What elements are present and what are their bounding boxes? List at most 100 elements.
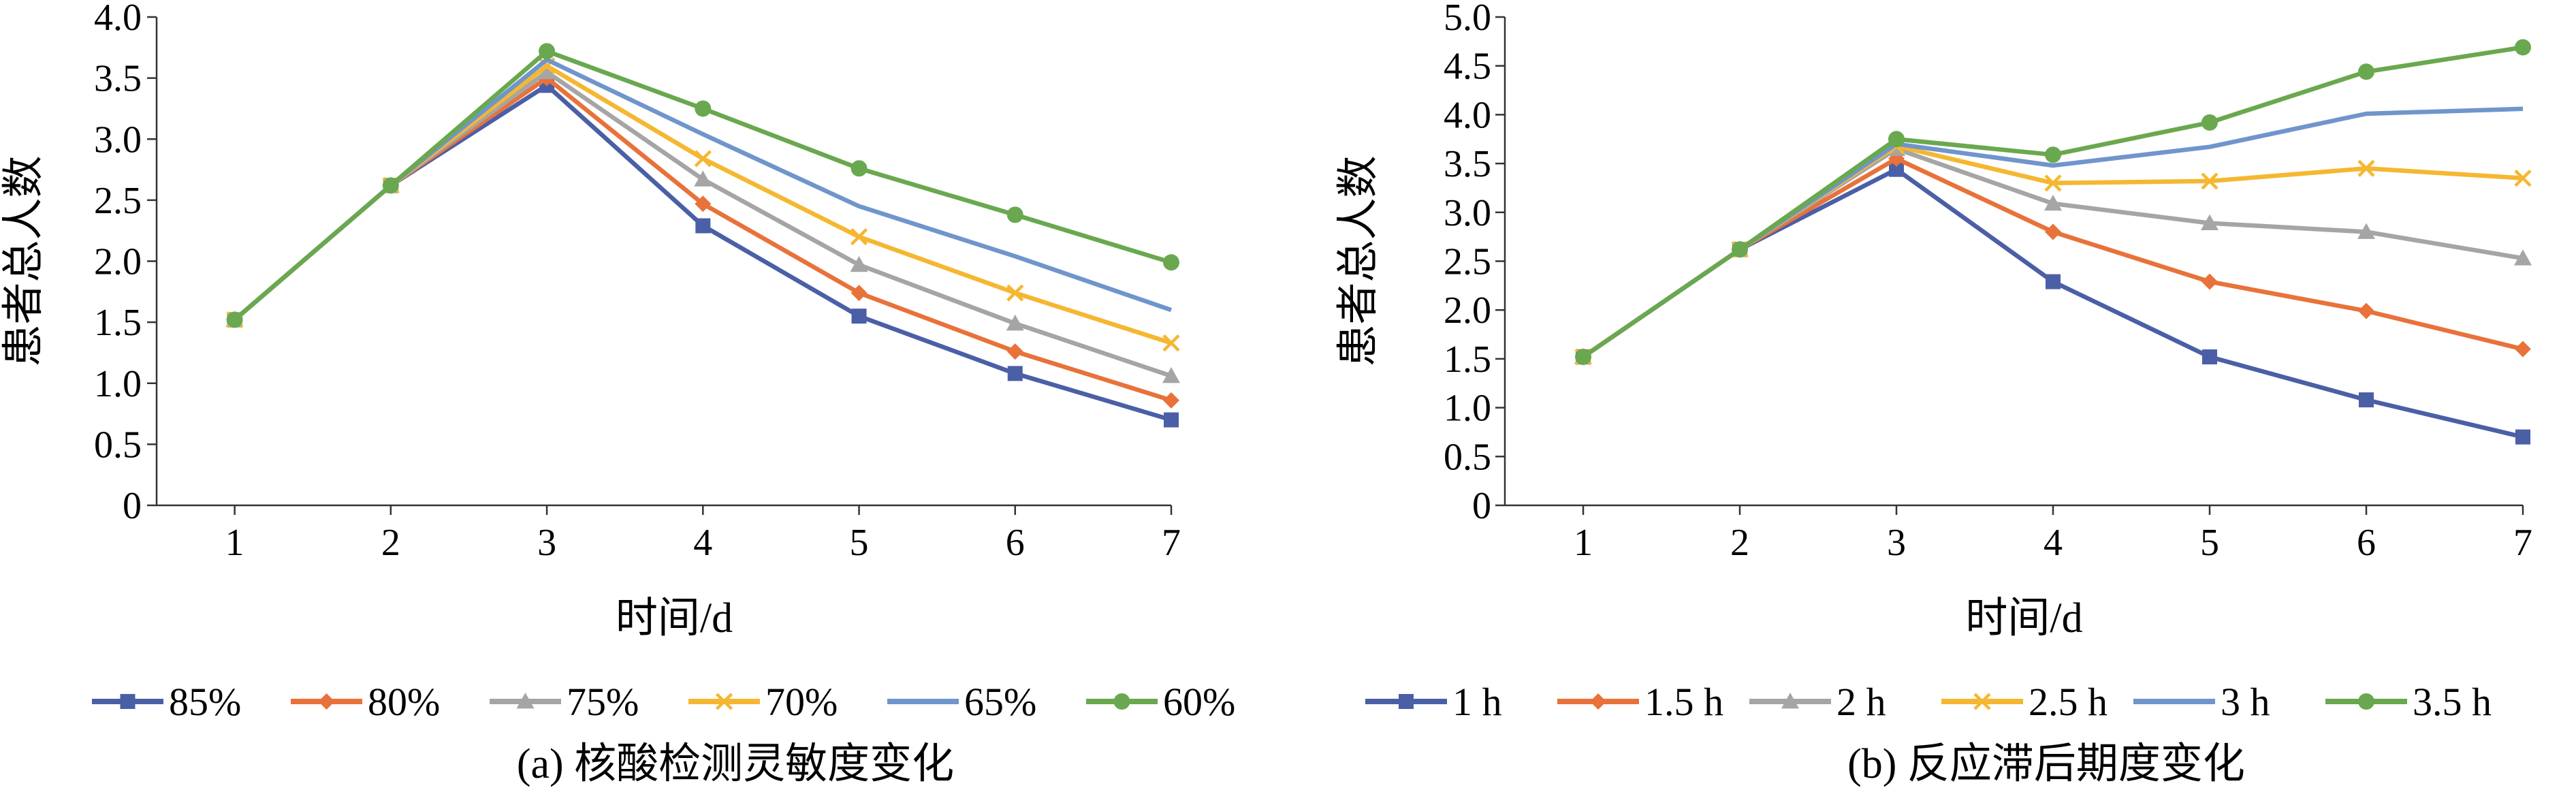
data-point [2202, 349, 2217, 365]
data-point [382, 177, 399, 194]
legend-label: 2.5 h [2029, 680, 2108, 724]
legend-label: 3.5 h [2413, 680, 2492, 724]
y-tick-label: 3.5 [94, 58, 142, 100]
x-tick-label: 3 [537, 522, 556, 564]
data-point-stroke-b [2044, 174, 2062, 192]
data-point [539, 43, 556, 60]
y-tick-label: 3.0 [94, 119, 142, 161]
legend-marker-stroke-b [1973, 693, 1991, 710]
legend-marker [516, 693, 535, 709]
series-65% [233, 57, 1173, 321]
y-tick-label: 4.0 [1444, 94, 1491, 136]
data-point [695, 100, 712, 117]
x-tick-label: 4 [693, 522, 712, 564]
data-point [2201, 114, 2218, 131]
data-point [1162, 366, 1180, 383]
data-point [851, 309, 867, 324]
legend-entry: 65% [887, 680, 1036, 724]
y-tick-label: 1.5 [1444, 338, 1491, 381]
series-60% [226, 43, 1179, 328]
data-point [2357, 223, 2375, 239]
y-tick-label: 2.0 [94, 241, 142, 283]
y-tick-label: 1.0 [94, 363, 142, 405]
series-2 h [1574, 140, 2532, 364]
y-tick-label: 0 [123, 485, 142, 527]
legend-label: 3 h [2221, 680, 2270, 724]
y-axis-title: 患者总人数 [1, 155, 47, 366]
legend-marker [1973, 693, 1991, 710]
data-point [694, 170, 712, 187]
legend-marker-stroke-b [715, 693, 733, 710]
data-point [2201, 273, 2218, 290]
legend-label: 65% [964, 680, 1036, 724]
x-tick-label: 7 [1162, 522, 1181, 564]
legend-label: 1.5 h [1644, 680, 1723, 724]
data-point [695, 218, 711, 234]
data-point-stroke-b [2357, 159, 2375, 177]
series-line [1582, 144, 2524, 359]
data-point [2201, 214, 2219, 230]
series-line [233, 76, 1172, 402]
data-point [1164, 412, 1179, 428]
y-tick-label: 0.5 [94, 424, 142, 466]
legend-marker [1590, 693, 1606, 710]
data-point [1007, 366, 1023, 381]
data-point [1163, 254, 1179, 271]
series-80% [226, 69, 1179, 409]
series-3.5 h [1575, 39, 2531, 366]
legend-marker [715, 693, 733, 710]
data-point [2046, 274, 2061, 289]
data-point [1006, 284, 1024, 302]
y-tick-label: 3.0 [1444, 192, 1491, 234]
series-line [1582, 146, 2524, 359]
legend-label: 85% [169, 680, 241, 724]
data-point-stroke-b [1006, 284, 1024, 302]
data-point [2045, 146, 2061, 163]
legend-entry: 60% [1086, 680, 1235, 724]
data-point [2515, 341, 2531, 358]
x-tick-label: 1 [225, 522, 244, 564]
y-tick-label: 2.5 [1444, 241, 1491, 283]
legend-label: 1 h [1452, 680, 1502, 724]
legend-marker [1781, 693, 1799, 709]
legend-label: 80% [368, 680, 440, 724]
legend-label: 2 h [1836, 680, 1886, 724]
data-point [1888, 131, 1905, 148]
x-axis-title: 时间/d [616, 595, 733, 642]
data-point [1006, 314, 1024, 331]
y-tick-label: 1.0 [1444, 388, 1491, 430]
data-point [1575, 349, 1591, 366]
data-point [2515, 39, 2531, 56]
legend-marker [120, 694, 136, 709]
x-tick-label: 2 [1730, 522, 1749, 564]
data-point [850, 228, 868, 246]
legend-entry: 1 h [1365, 680, 1502, 724]
data-point [2044, 174, 2062, 192]
y-tick-label: 2.0 [1444, 289, 1491, 332]
data-point-stroke-b [2514, 170, 2532, 187]
data-point [538, 63, 556, 80]
data-point [2514, 170, 2532, 187]
y-tick-label: 4.5 [1444, 46, 1491, 88]
x-tick-label: 7 [2513, 522, 2532, 564]
figure-caption: (b) 反应滞后期度变化 [1847, 741, 2245, 787]
data-point [2045, 223, 2061, 240]
y-tick-label: 5.0 [1444, 0, 1491, 39]
data-point [1162, 334, 1180, 352]
legend-entry: 75% [490, 680, 639, 724]
data-point [850, 285, 868, 302]
data-point [694, 150, 712, 168]
data-point [1889, 161, 1904, 177]
y-axis-title: 患者总人数 [1335, 155, 1382, 366]
data-point [1006, 206, 1023, 223]
legend-label: 70% [765, 680, 838, 724]
x-tick-label: 3 [1887, 522, 1906, 564]
series-line [233, 57, 1173, 321]
x-axis-title: 时间/d [1965, 595, 2082, 642]
data-point [2514, 249, 2532, 266]
legend-entry: 2 h [1749, 680, 1886, 724]
x-tick-label: 2 [381, 522, 400, 564]
legend-marker [318, 693, 335, 710]
series-2.5 h [1574, 137, 2532, 366]
figure-caption: (a) 核酸检测灵敏度变化 [517, 741, 954, 787]
